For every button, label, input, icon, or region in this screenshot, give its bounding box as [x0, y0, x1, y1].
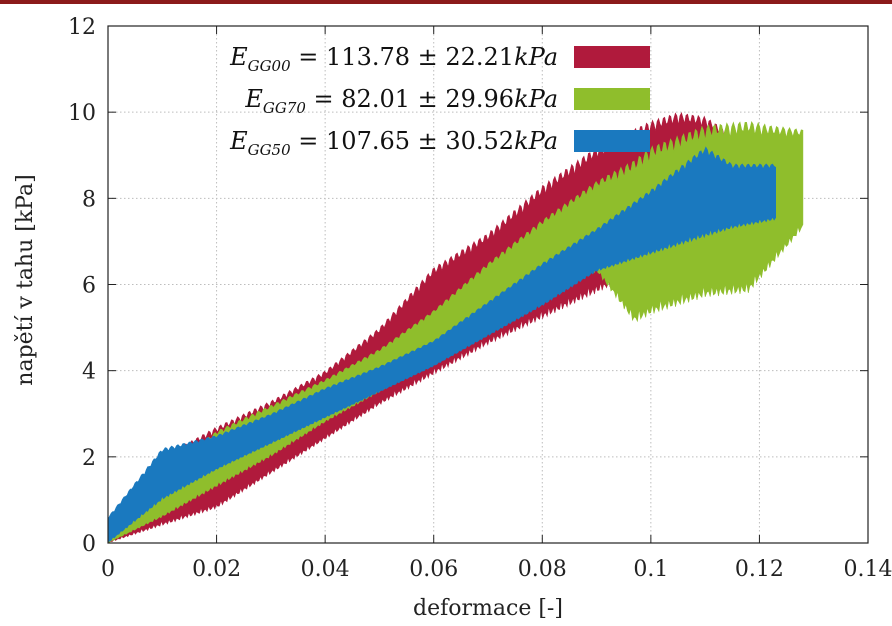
- x-tick-label: 0.08: [518, 557, 567, 582]
- top-accent-bar: [0, 0, 892, 4]
- y-tick-label: 2: [82, 446, 96, 471]
- data-bands: [107, 112, 804, 544]
- legend-label-gg70: EGG70 = 82.01 ± 29.96kPa: [244, 85, 558, 117]
- y-axis-label: napětí v tahu [kPa]: [13, 174, 38, 385]
- y-tick-label: 4: [82, 360, 96, 385]
- x-tick-label: 0: [101, 557, 115, 582]
- y-tick-label: 0: [82, 532, 96, 557]
- legend: EGG00 = 113.78 ± 22.21kPa EGG70 = 82.01 ±…: [229, 43, 650, 159]
- legend-label-gg50: EGG50 = 107.65 ± 30.52kPa: [229, 127, 558, 159]
- y-tick-label: 6: [82, 274, 96, 299]
- y-tick-label: 8: [82, 187, 96, 212]
- x-tick-label: 0.06: [409, 557, 458, 582]
- x-axis-label: deformace [-]: [413, 596, 563, 621]
- legend-swatch-gg50: [574, 130, 650, 152]
- legend-swatch-gg00: [574, 46, 650, 68]
- x-tick-label: 0.12: [735, 557, 784, 582]
- x-tick-label: 0.14: [844, 557, 892, 582]
- legend-swatch-gg70: [574, 88, 650, 110]
- x-tick-label: 0.02: [192, 557, 241, 582]
- legend-label-gg00: EGG00 = 113.78 ± 22.21kPa: [229, 43, 558, 75]
- axis-ticks: 0 0.02 0.04 0.06 0.08 0.1 0.12 0.14 0 2 4 6 8 10 12: [68, 15, 892, 582]
- x-tick-label: 0.1: [633, 557, 668, 582]
- x-tick-label: 0.04: [301, 557, 350, 582]
- series-band-gg50: [107, 146, 776, 543]
- y-tick-label: 12: [68, 15, 96, 40]
- y-tick-label: 10: [68, 101, 96, 126]
